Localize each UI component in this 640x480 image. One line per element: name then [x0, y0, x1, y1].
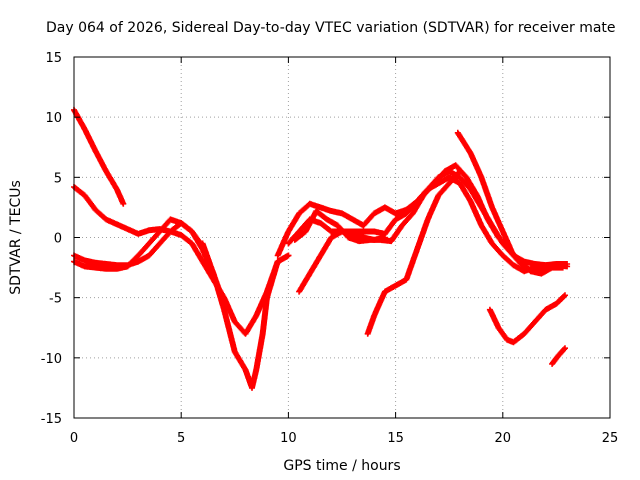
x-tick-label: 10: [280, 431, 297, 446]
data-points: [71, 106, 571, 391]
x-tick-label: 15: [387, 431, 404, 446]
series-10-markers: [364, 168, 463, 337]
y-tick-label: 5: [54, 171, 62, 186]
series-12: [486, 292, 568, 346]
x-tick-label: 5: [177, 431, 185, 446]
x-tick-label: 25: [602, 431, 619, 446]
y-tick-label: 10: [45, 111, 62, 126]
series-10: [364, 168, 463, 337]
series-9-markers: [296, 228, 388, 295]
x-tick-label: 0: [70, 431, 78, 446]
y-tick-label: -15: [41, 412, 62, 427]
y-tick-label: -10: [41, 352, 62, 367]
y-tick-label: 15: [45, 51, 62, 66]
x-tick-label: 20: [495, 431, 512, 446]
series-5: [199, 240, 292, 391]
series-9: [296, 228, 388, 295]
x-axis-label: GPS time / hours: [283, 458, 400, 474]
series-13: [549, 345, 568, 367]
y-axis-label: SDTVAR / TECUs: [8, 180, 24, 295]
y-tick-label: -5: [49, 292, 62, 307]
y-tick-label: 0: [54, 232, 62, 247]
series-5-markers: [199, 240, 292, 391]
series-11: [454, 129, 568, 275]
series-13-markers: [549, 345, 568, 367]
chart-title: Day 064 of 2026, Sidereal Day-to-day VTE…: [46, 20, 616, 36]
axis-ticks: 0 5 10 15 20 25 -15 -10 -5 0 5 10 15: [41, 51, 619, 446]
series-12-markers: [486, 292, 568, 346]
